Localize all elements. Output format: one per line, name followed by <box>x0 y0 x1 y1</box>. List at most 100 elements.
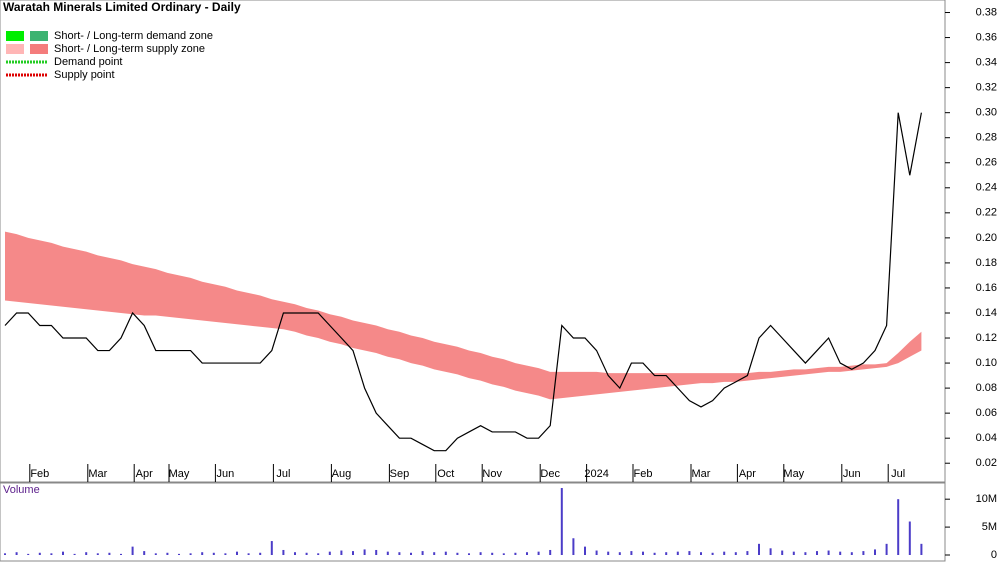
volume-bar <box>468 553 470 555</box>
volume-bar <box>862 551 865 555</box>
y-tick-label: 0.04 <box>976 432 997 444</box>
volume-bar <box>537 551 540 555</box>
volume-bar <box>595 550 598 555</box>
volume-bar <box>352 551 354 555</box>
volume-bar <box>584 546 586 555</box>
x-tick-label: 2024 <box>584 468 608 480</box>
volume-bar <box>700 552 702 555</box>
volume-bar <box>769 548 772 555</box>
volume-bar <box>259 552 262 555</box>
volume-bar <box>247 553 250 555</box>
volume-bar <box>642 551 644 555</box>
x-tick-label: Mar <box>88 468 107 480</box>
volume-bar <box>560 488 563 555</box>
legend-swatch <box>30 31 48 41</box>
volume-bar <box>618 552 621 555</box>
y-tick-label: 0.38 <box>976 6 997 18</box>
volume-bar <box>885 543 888 555</box>
x-tick-label: Oct <box>437 468 454 480</box>
volume-bar <box>178 553 180 555</box>
volume-bar <box>746 551 749 555</box>
y-tick-label: 0.12 <box>976 332 997 344</box>
volume-bar <box>27 553 30 555</box>
volume-bar <box>189 553 192 555</box>
volume-bar <box>62 551 64 555</box>
y-tick-label: 0.28 <box>976 132 997 144</box>
y-tick-label: 10M <box>976 493 997 505</box>
volume-bar <box>502 553 505 555</box>
legend-label: Supply point <box>54 69 115 81</box>
volume-bar <box>839 551 842 555</box>
x-tick-label: Apr <box>739 468 756 480</box>
volume-bar <box>758 543 760 555</box>
x-tick-label: Jun <box>843 468 861 480</box>
x-tick-label: Feb <box>634 468 653 480</box>
volume-bar <box>166 552 169 555</box>
volume-bar <box>375 549 378 555</box>
volume-bar <box>479 552 482 555</box>
volume-bar <box>734 552 737 555</box>
y-tick-label: 0.30 <box>976 107 997 119</box>
y-tick-label: 0.10 <box>976 357 997 369</box>
volume-bar <box>804 552 807 555</box>
price-line <box>4 112 922 452</box>
x-tick-label: Aug <box>332 468 352 480</box>
x-tick-label: Apr <box>136 468 153 480</box>
volume-bar <box>38 552 41 555</box>
volume-bar <box>398 552 401 555</box>
x-tick-label: Jun <box>217 468 235 480</box>
volume-bar <box>444 551 447 555</box>
y-tick-label: 0 <box>991 549 997 561</box>
volume-bar <box>723 551 726 555</box>
y-tick-label: 0.36 <box>976 31 997 43</box>
volume-bar <box>363 549 366 555</box>
volume-bar <box>665 552 668 555</box>
volume-bar <box>549 549 552 555</box>
chart-title: Waratah Minerals Limited Ordinary - Dail… <box>3 0 241 14</box>
x-tick-label: Mar <box>692 468 711 480</box>
volume-bar <box>456 552 459 555</box>
volume-bar <box>572 538 575 555</box>
volume-bar <box>874 549 876 555</box>
x-tick-label: Dec <box>540 468 560 480</box>
y-tick-label: 0.26 <box>976 157 997 169</box>
volume-bar <box>792 551 795 555</box>
volume-bar <box>282 549 285 555</box>
volume-bar <box>96 553 99 555</box>
volume-bar <box>897 499 900 555</box>
volume-bar <box>212 552 215 555</box>
legend-swatch <box>6 44 24 54</box>
volume-bar <box>224 553 227 555</box>
volume-panel <box>0 482 946 562</box>
volume-bar <box>850 552 853 555</box>
x-tick-label: May <box>169 468 190 480</box>
legend-swatch <box>6 31 24 41</box>
volume-bar <box>340 550 343 555</box>
volume-bar <box>653 552 656 555</box>
y-tick-label: 0.34 <box>976 57 997 69</box>
volume-bar <box>85 552 88 555</box>
volume-bar <box>607 551 610 555</box>
legend-label: Short- / Long-term supply zone <box>54 43 205 55</box>
y-tick-label: 0.24 <box>976 182 997 194</box>
volume-bar <box>421 551 424 555</box>
y-tick-label: 0.06 <box>976 407 997 419</box>
volume-bar <box>143 551 146 555</box>
y-tick-label: 0.20 <box>976 232 997 244</box>
volume-bar <box>711 552 714 555</box>
volume-bar <box>4 553 6 555</box>
volume-bar <box>201 552 204 555</box>
volume-bar <box>15 552 18 555</box>
y-tick-label: 0.18 <box>976 257 997 269</box>
volume-bar <box>294 552 296 555</box>
volume-bar <box>676 551 679 555</box>
volume-bar <box>270 541 273 555</box>
x-tick-label: Sep <box>390 468 410 480</box>
volume-bar <box>50 553 53 555</box>
volume-bar <box>73 553 76 555</box>
y-tick-label: 0.14 <box>976 307 997 319</box>
legend-label: Short- / Long-term demand zone <box>54 30 213 42</box>
volume-bar <box>433 552 436 555</box>
volume-bar <box>514 552 517 555</box>
price-panel <box>0 0 946 483</box>
